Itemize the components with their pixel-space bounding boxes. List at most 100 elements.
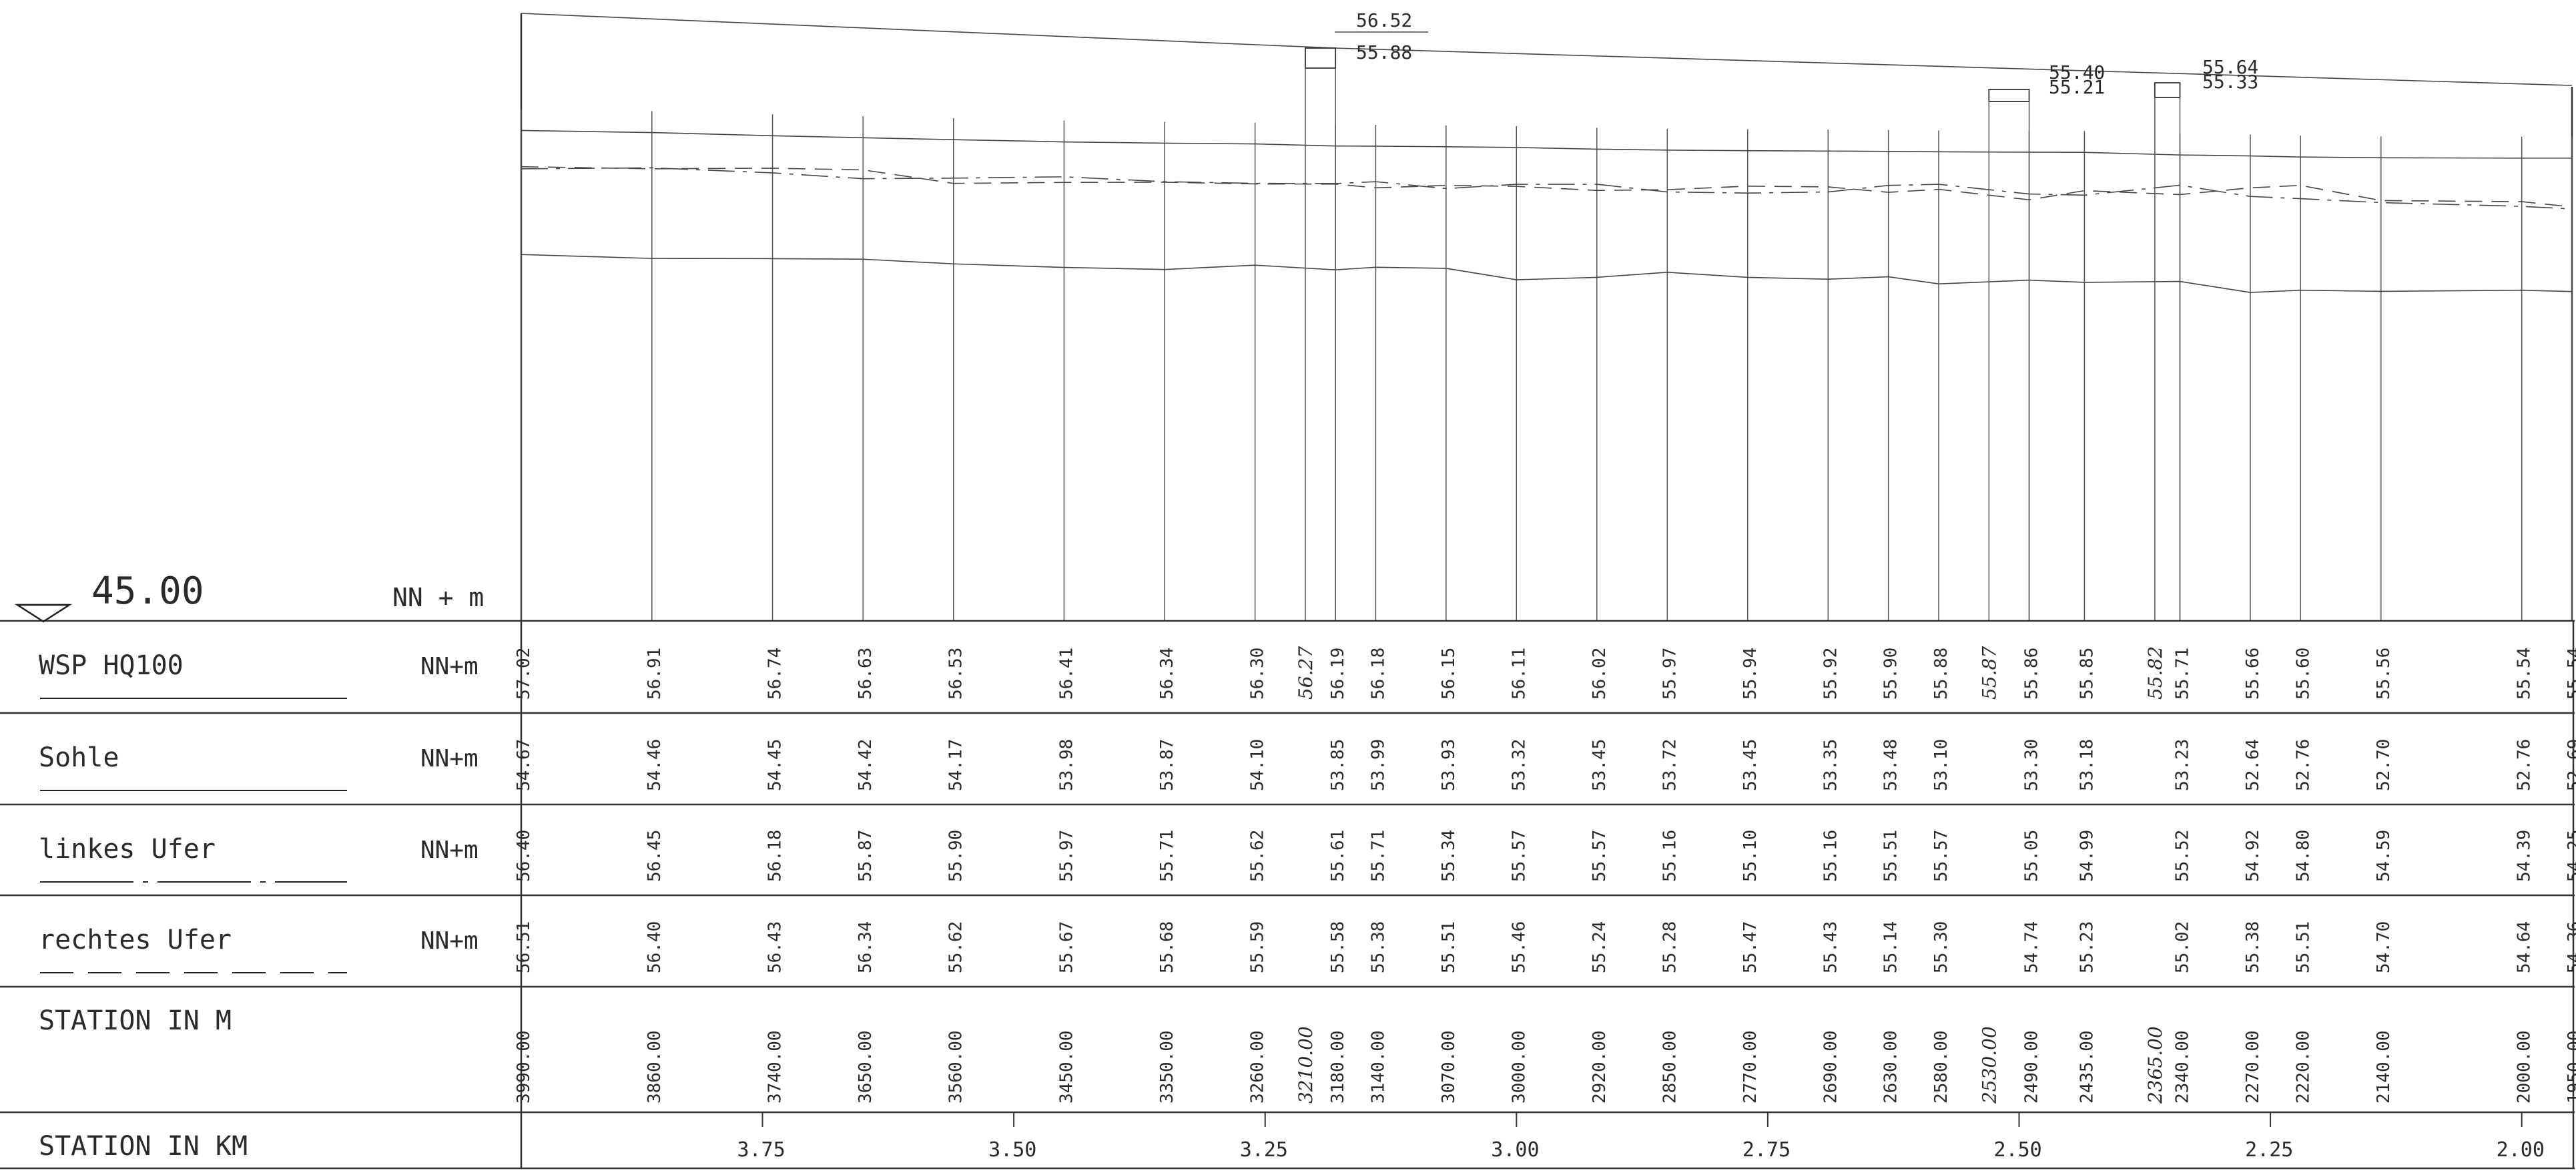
cell-rechts: 54.74 (2022, 921, 2042, 973)
cell-sohle: 52.70 (2374, 739, 2394, 791)
km-tick-label: 3.00 (1491, 1138, 1539, 1162)
cell-sohle: 53.85 (1328, 739, 1348, 791)
row-label-sohle: Sohle (39, 742, 119, 773)
km-tick-label: 2.50 (1993, 1138, 2041, 1162)
cell-rechts: 55.68 (1157, 921, 1177, 973)
bridge-structure-2 (1988, 89, 2030, 102)
km-tick-label: 2.00 (2497, 1138, 2545, 1162)
cell-rechts: 55.46 (1509, 921, 1529, 973)
cell-station: 2850.00 (1660, 1030, 1680, 1104)
cell-station: 2690.00 (1821, 1030, 1841, 1104)
cell-sohle: 53.98 (1056, 739, 1076, 791)
cell-sohle: 54.42 (856, 739, 876, 791)
cell-sohle: 53.18 (2077, 739, 2097, 791)
row-label-wsp: WSP HQ100 (39, 650, 184, 681)
cell-rechts: 55.14 (1881, 921, 1901, 973)
cell-wsp: 55.88 (1931, 648, 1951, 700)
cell-sohle: 53.48 (1881, 739, 1901, 791)
cell-sohle: 52.76 (2515, 739, 2535, 791)
cell-sohle: 54.17 (946, 739, 966, 791)
cell-sohle: 53.99 (1368, 739, 1388, 791)
cell-rechts: 55.28 (1660, 921, 1680, 973)
datum-value: 45.00 (91, 569, 204, 613)
cell-rechts: 55.67 (1056, 921, 1076, 973)
profile-plot-area (520, 13, 2573, 621)
cell-station: 2270.00 (2243, 1030, 2263, 1104)
cell-wsp: 56.02 (1590, 648, 1610, 700)
cell-sohle: 53.30 (2022, 739, 2042, 791)
bridge-structure-1 (1305, 47, 1337, 69)
cell-links: 55.52 (2173, 830, 2193, 882)
cell-station: 2435.00 (2077, 1030, 2097, 1104)
cell-wsp: 55.85 (2077, 648, 2097, 700)
cell-links: 55.57 (1590, 830, 1610, 882)
cell-sohle: 52.76 (2293, 739, 2313, 791)
cell-station: 3070.00 (1439, 1030, 1459, 1104)
handwritten-note: 3210.00 (1295, 1026, 1317, 1104)
cell-wsp: 56.91 (645, 648, 665, 700)
cell-rechts: 55.30 (1931, 921, 1951, 973)
cell-wsp: 55.86 (2022, 648, 2042, 700)
cell-wsp: 56.19 (1328, 648, 1348, 700)
row-unit-sohle: NN+m (420, 745, 478, 772)
cell-links: 55.05 (2022, 830, 2042, 882)
cell-station: 2220.00 (2293, 1030, 2313, 1104)
cell-rechts: 55.59 (1248, 921, 1268, 973)
cell-links: 55.87 (856, 830, 876, 882)
cell-links: 54.39 (2515, 830, 2535, 882)
cell-wsp: 55.71 (2173, 648, 2193, 700)
structure-elevation-label: 55.21 (2049, 76, 2105, 98)
series-line-rechtes-ufer (521, 166, 2573, 208)
cell-wsp: 57.02 (514, 648, 534, 700)
cell-links: 54.59 (2374, 830, 2394, 882)
cell-rechts: 56.40 (645, 921, 665, 973)
cell-station: 2490.00 (2022, 1030, 2042, 1104)
cell-links: 55.16 (1660, 830, 1680, 882)
cell-wsp: 56.53 (946, 648, 966, 700)
cell-rechts: 55.38 (1368, 921, 1388, 973)
cell-station: 2580.00 (1931, 1030, 1951, 1104)
cell-rechts: 55.47 (1740, 921, 1760, 973)
cell-wsp: 55.66 (2243, 648, 2263, 700)
cell-links: 55.61 (1328, 830, 1348, 882)
handwritten-note: 2365.00 (2144, 1026, 2166, 1104)
cell-links: 54.80 (2293, 830, 2313, 882)
cell-wsp: 56.18 (1368, 648, 1388, 700)
cell-sohle: 54.10 (1248, 739, 1268, 791)
cell-station: 3990.00 (514, 1030, 534, 1104)
cell-station: 3450.00 (1056, 1030, 1076, 1104)
cell-rechts: 54.36 (2565, 921, 2576, 973)
cell-station: 3740.00 (765, 1030, 785, 1104)
cell-rechts: 56.43 (765, 921, 785, 973)
handwritten-note: 55.82 (2144, 646, 2166, 700)
cell-sohle: 54.45 (765, 739, 785, 791)
cell-station: 3140.00 (1368, 1030, 1388, 1104)
cell-rechts: 54.70 (2374, 921, 2394, 973)
cell-rechts: 55.38 (2243, 921, 2263, 973)
series-line-linkes-ufer (521, 167, 2573, 210)
cell-station: 3260.00 (1248, 1030, 1268, 1104)
structure-elevation-label: 55.40 (2049, 61, 2105, 83)
cell-wsp: 56.30 (1248, 648, 1268, 700)
cell-wsp: 55.97 (1660, 648, 1680, 700)
cell-rechts: 55.51 (2293, 921, 2313, 973)
cell-station: 2920.00 (1590, 1030, 1610, 1104)
cell-sohle: 52.64 (2243, 739, 2263, 791)
cell-links: 54.25 (2565, 830, 2576, 882)
datum-marker: 45.00 NN + m (14, 569, 484, 623)
cell-station: 2770.00 (1740, 1030, 1760, 1104)
cell-links: 55.97 (1056, 830, 1076, 882)
cell-sohle: 53.45 (1740, 739, 1760, 791)
cell-links: 55.62 (1248, 830, 1268, 882)
row-label-rechts: rechtes Ufer (39, 925, 232, 955)
cell-links: 55.71 (1157, 830, 1177, 882)
cell-station: 3860.00 (645, 1030, 665, 1104)
cell-links: 56.45 (645, 830, 665, 882)
cell-station: 3650.00 (856, 1030, 876, 1104)
cell-sohle: 53.45 (1590, 739, 1610, 791)
row-unit-rechts: NN+m (420, 927, 478, 955)
cell-wsp: 55.60 (2293, 648, 2313, 700)
profile-top-boundary (521, 13, 2573, 86)
cell-station: 1950.00 (2565, 1030, 2576, 1104)
